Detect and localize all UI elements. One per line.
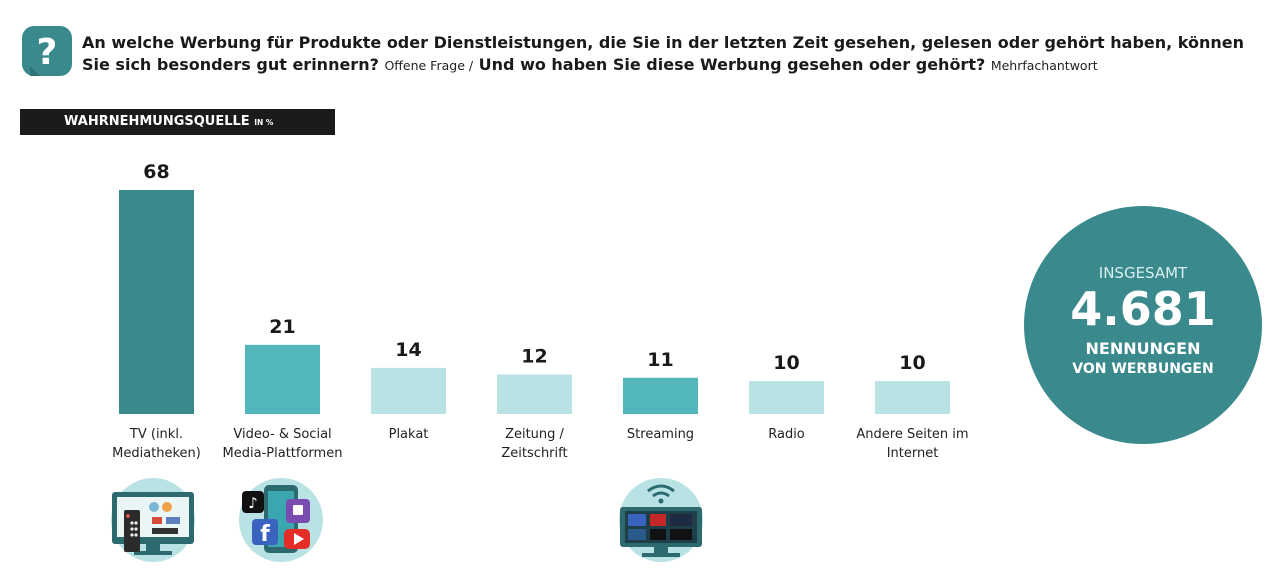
category-label-4: Streaming (627, 427, 694, 442)
bar-value-label-3: 12 (521, 345, 547, 367)
total-value: 4.681 (1070, 282, 1216, 336)
category-label-2: Plakat (389, 427, 429, 442)
total-label: INSGESAMT (1098, 264, 1188, 282)
bar-value-label-6: 10 (899, 352, 925, 374)
bar-0 (119, 190, 194, 414)
bar-1 (245, 344, 320, 414)
question-type-open: Offene Frage / (384, 58, 474, 73)
streaming-icon (619, 478, 703, 562)
bar-value-label-1: 21 (269, 316, 295, 338)
bar-value-label-5: 10 (773, 352, 799, 374)
bar-chart: 68 TV (inkl. Mediatheken) 21 Video- & Social… (112, 161, 968, 461)
bar-2 (371, 367, 446, 414)
question-text: An welche Werbung für Produkte oder Dien… (82, 32, 1252, 77)
source-band: WAHRNEHMUNGSQUELLE IN % (20, 109, 335, 135)
question-main: An welche Werbung für Produkte oder Dien… (82, 33, 1245, 74)
category-label-1: Video- & Social Media-Plattformen (223, 427, 343, 461)
category-label-6: Andere Seiten im Internet (856, 427, 968, 461)
category-label-0: TV (inkl. Mediatheken) (112, 427, 201, 461)
bar-4 (623, 377, 698, 414)
svg-text:f: f (260, 522, 270, 547)
bar-6 (875, 381, 950, 414)
total-badge: INSGESAMT 4.681 NENNUNGEN VON WERBUNGEN (1024, 206, 1262, 444)
bar-value-label-4: 11 (647, 349, 673, 371)
svg-text:♪: ♪ (248, 494, 258, 512)
bar-value-label-0: 68 (143, 161, 169, 183)
bar-5 (749, 381, 824, 414)
svg-text:?: ? (37, 32, 58, 73)
total-unit-line2: VON WERBUNGEN (1072, 361, 1214, 377)
bar-3 (497, 374, 572, 414)
social-media-icon: ♪ f (239, 478, 323, 562)
total-unit-line1: NENNUNGEN (1085, 339, 1201, 358)
source-band-unit: IN % (254, 118, 274, 127)
question-type-multi: Mehrfachantwort (990, 58, 1098, 73)
bar-value-label-2: 14 (395, 339, 421, 361)
tv-icon (111, 478, 195, 562)
category-label-5: Radio (768, 427, 805, 442)
question-follow-up: Und wo haben Sie diese Werbung gesehen o… (478, 55, 986, 74)
question-mark-icon: ? (22, 26, 72, 76)
category-label-3: Zeitung / Zeitschrift (501, 427, 567, 461)
source-band-label: WAHRNEHMUNGSQUELLE (64, 114, 250, 129)
